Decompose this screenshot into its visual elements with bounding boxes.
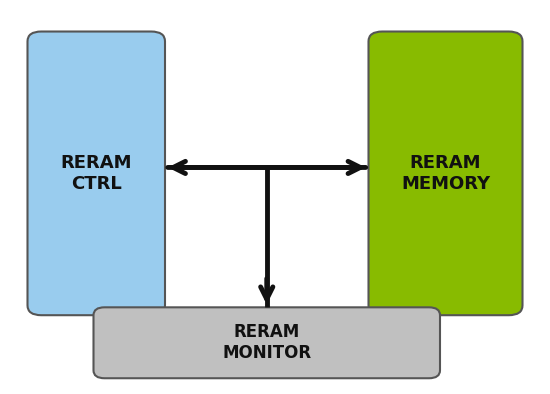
Text: RERAM
CTRL: RERAM CTRL	[60, 154, 132, 193]
FancyBboxPatch shape	[28, 32, 165, 315]
Text: RERAM
MEMORY: RERAM MEMORY	[401, 154, 490, 193]
FancyBboxPatch shape	[94, 307, 440, 378]
Text: RERAM
MONITOR: RERAM MONITOR	[222, 323, 311, 362]
FancyBboxPatch shape	[368, 32, 522, 315]
